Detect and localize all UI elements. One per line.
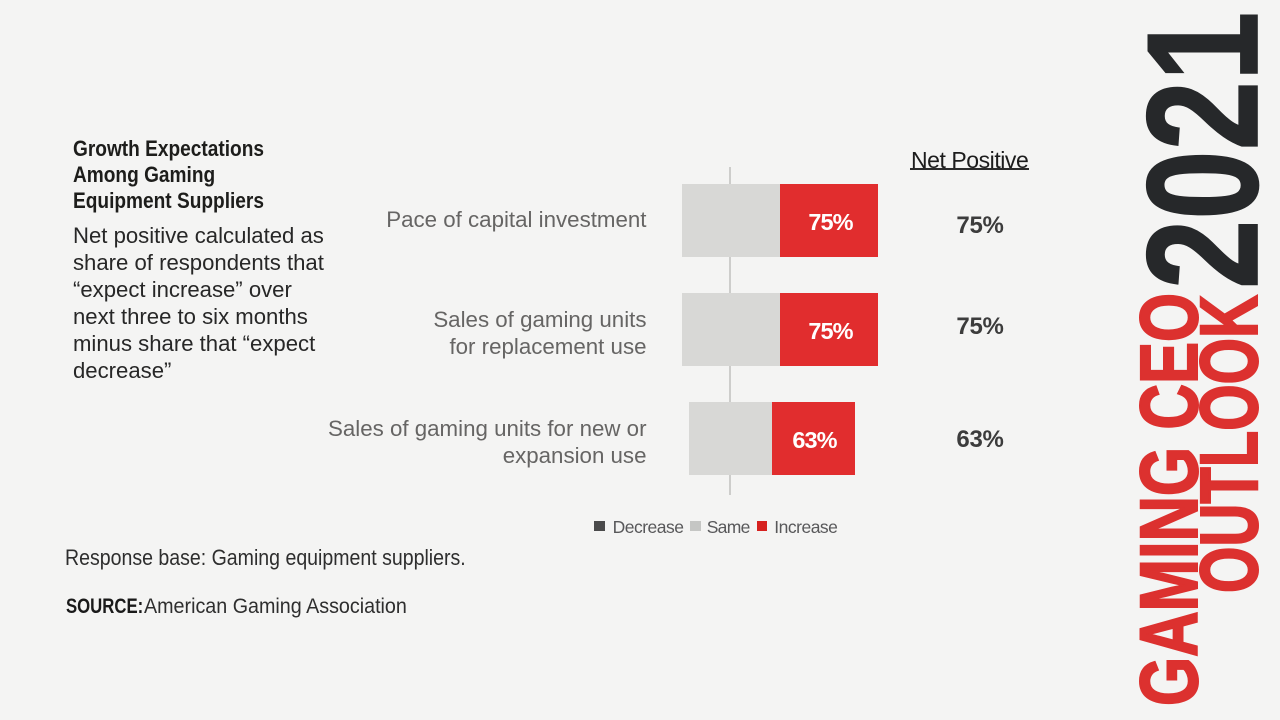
svg-text:OUTLOOK: OUTLOOK — [1184, 295, 1275, 593]
svg-text:2021: 2021 — [1115, 12, 1280, 289]
svg-text:GAMING CEO: GAMING CEO — [1124, 293, 1215, 706]
